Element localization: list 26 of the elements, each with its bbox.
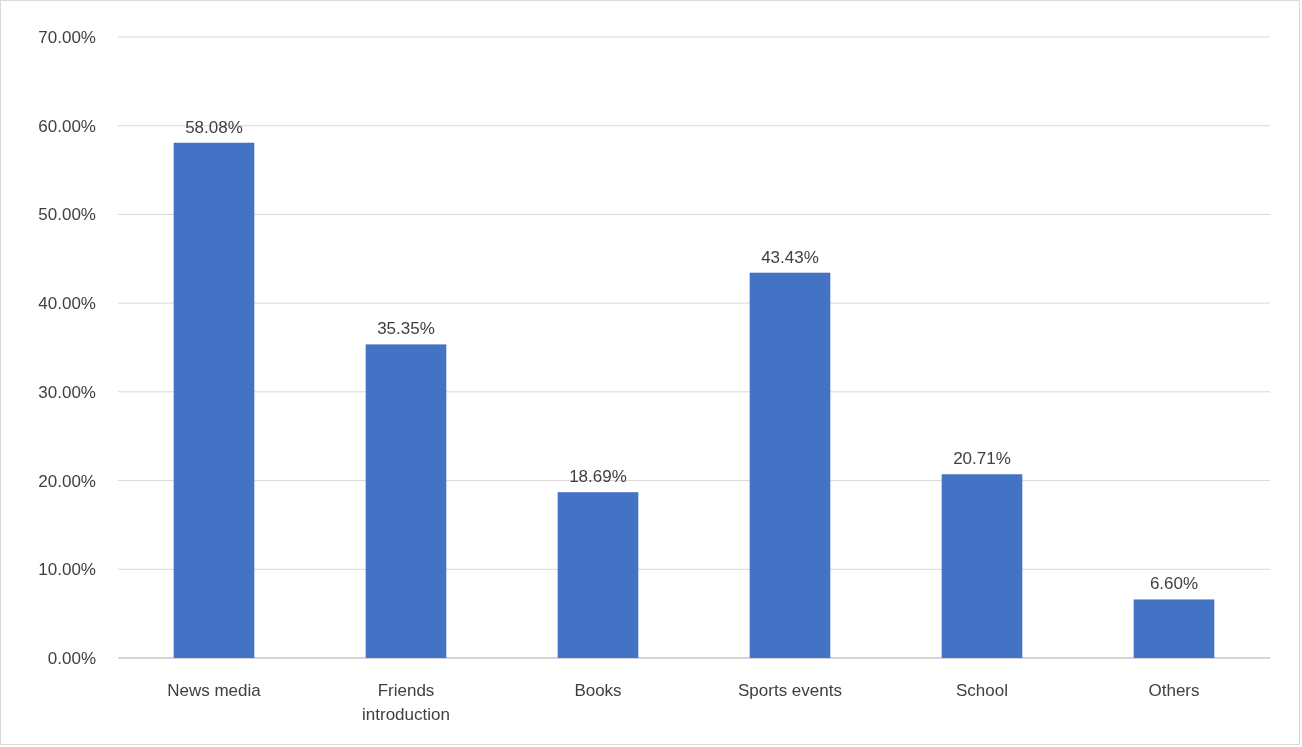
bar: [941, 474, 1023, 658]
x-tick-label: Others: [1148, 681, 1200, 700]
bar: [749, 272, 831, 658]
bar: [365, 344, 447, 658]
y-tick-label: 0.00%: [47, 648, 96, 668]
data-label: 20.71%: [953, 449, 1011, 469]
x-tick-label: Friends introduction: [362, 681, 450, 724]
bar: [173, 142, 255, 658]
data-label: 58.08%: [185, 117, 243, 137]
data-label: 18.69%: [569, 467, 627, 487]
y-tick-label: 60.00%: [38, 116, 96, 136]
data-label: 6.60%: [1149, 574, 1199, 594]
y-tick-label: 50.00%: [38, 205, 96, 225]
x-tick-label: Books: [574, 681, 622, 700]
y-tick-label: 30.00%: [38, 382, 96, 402]
data-label: 43.43%: [761, 247, 819, 267]
x-tick-label: School: [956, 681, 1008, 700]
y-tick-label: 40.00%: [38, 294, 96, 314]
bar: [557, 492, 639, 658]
y-tick-label: 10.00%: [38, 560, 96, 580]
data-label: 35.35%: [377, 319, 435, 339]
y-tick-label: 70.00%: [38, 27, 96, 47]
y-tick-label: 20.00%: [38, 471, 96, 491]
bar: [1133, 599, 1215, 658]
x-tick-label: Sports events: [738, 681, 842, 700]
x-tick-label: News media: [167, 681, 262, 700]
